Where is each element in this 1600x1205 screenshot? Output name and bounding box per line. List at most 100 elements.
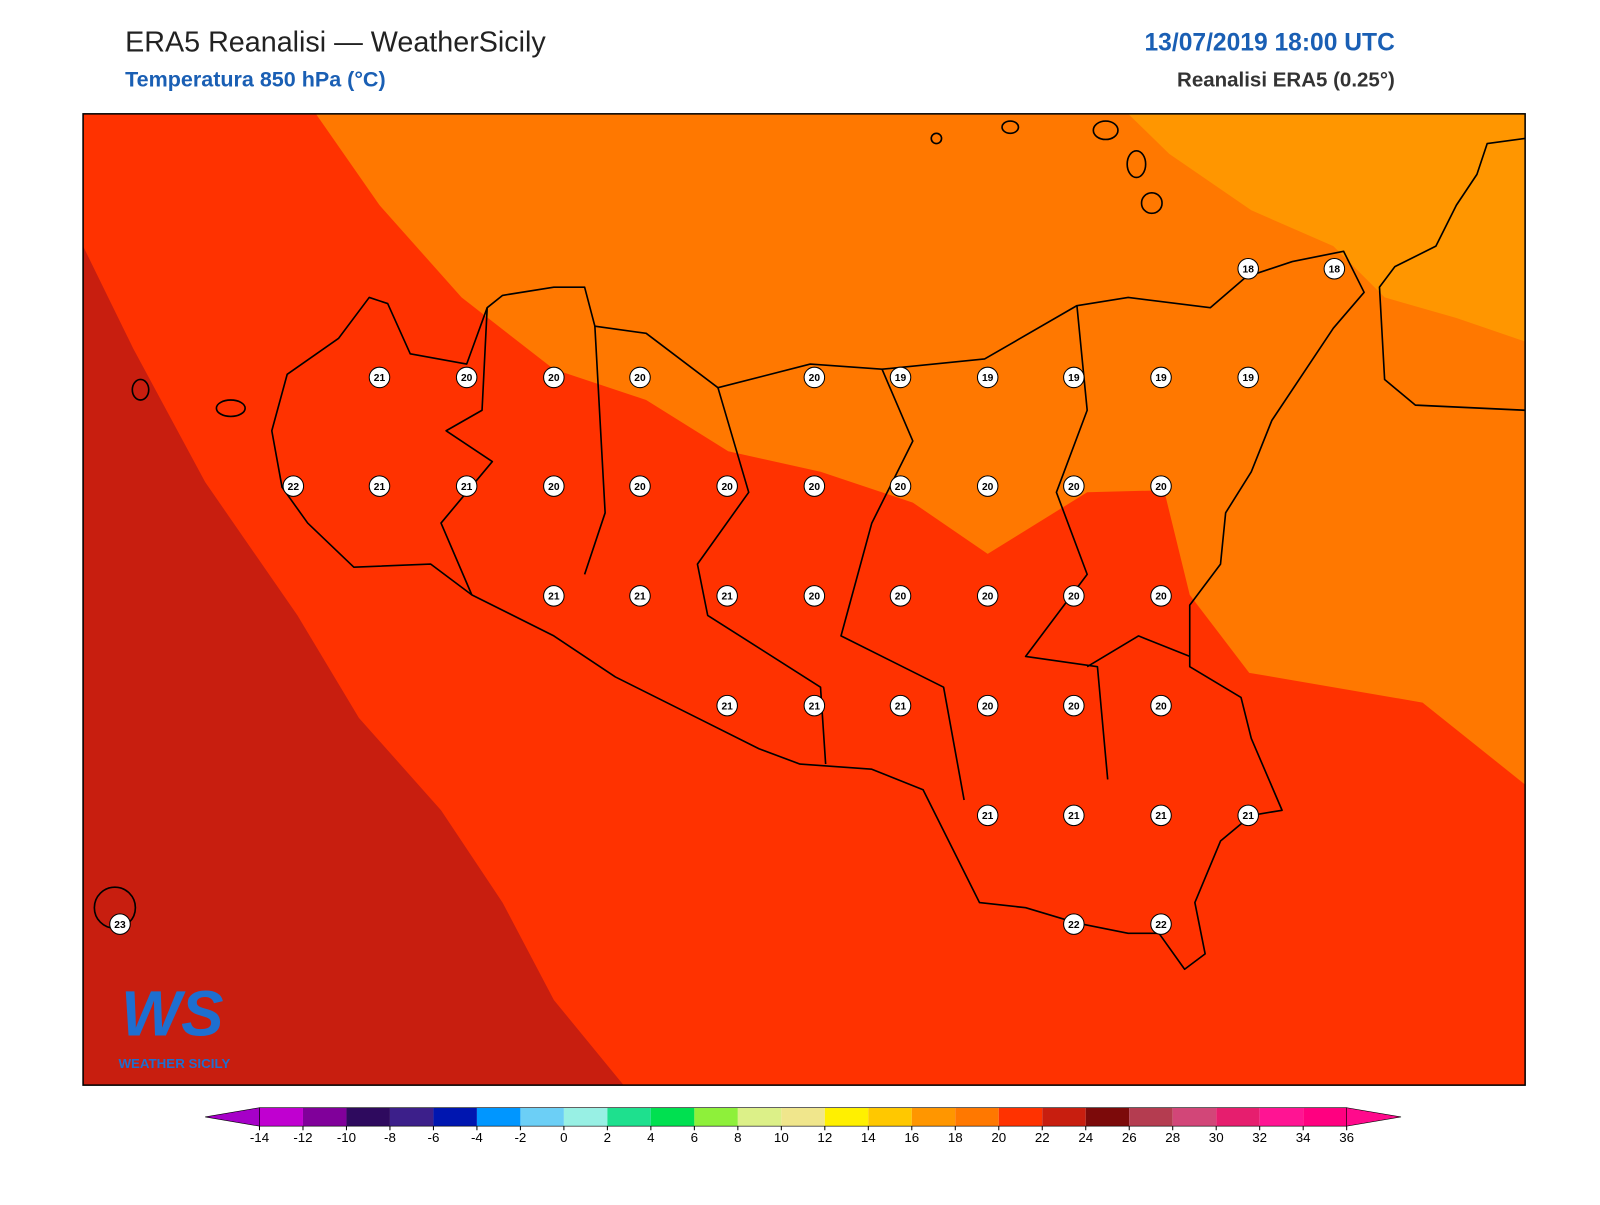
station-marker [803,366,826,389]
colorbar-tick-label: 8 [734,1130,741,1145]
station-marker [1063,694,1085,717]
station-marker [803,694,826,717]
station-marker [629,585,651,607]
station-value: 23 [114,920,126,931]
station-value: 21 [548,592,560,603]
colorbar-segment [650,1107,695,1127]
station-marker [455,366,478,389]
station-value: 21 [895,701,907,712]
title: ERA5 Reanalisi — WeatherSicily [125,27,546,59]
station-marker [976,366,999,389]
station-value: 19 [895,373,907,384]
island [1001,120,1020,135]
station-value: 19 [1068,373,1080,384]
colorbar-tick-label: 28 [1165,1130,1180,1145]
station-marker [629,475,651,497]
station-value: 20 [1068,482,1080,493]
station-marker [803,585,826,607]
station-value: 20 [982,592,994,603]
colorbar-segment [520,1107,564,1127]
station-value: 21 [1243,811,1255,822]
station-marker [716,585,738,607]
station-marker [1237,804,1259,827]
colorbar-tick-label: 32 [1252,1130,1267,1145]
logo-mark: WS [121,978,223,1049]
station-marker [1150,694,1172,717]
station-marker [1150,804,1172,827]
source: Reanalisi ERA5 (0.25°) [1177,68,1395,91]
colorbar-over [1346,1107,1402,1127]
colorbar-tick-label: 10 [774,1130,789,1145]
station-marker [543,366,565,389]
colorbar-tick-label: -10 [337,1130,356,1145]
colorbar-tick-label: -4 [471,1130,483,1145]
station-value: 21 [721,592,733,603]
map: WS WEATHER SICILY [82,113,1526,1086]
colorbar-segment [781,1107,825,1127]
station-value: 18 [1329,264,1341,275]
colorbar-tick-label: 18 [948,1130,963,1145]
colorbar-segment [389,1107,434,1127]
island [1140,192,1163,215]
station-value: 20 [634,482,646,493]
station-value: 20 [1068,592,1080,603]
colorbar-segment [259,1107,303,1127]
station-marker [716,475,738,497]
station-value: 20 [982,482,994,493]
colorbar-tick-label: 36 [1339,1130,1354,1145]
station-marker [803,475,826,497]
colorbar-segment [694,1107,738,1127]
station-marker [543,585,565,607]
colorbar-segment [824,1107,869,1127]
station-marker [1063,366,1085,389]
station-marker [109,913,131,935]
colorbar-tick-label: 2 [604,1130,611,1145]
colorbar-segment [346,1107,390,1127]
coastline [1378,137,1526,412]
colorbar-tick-label: -14 [250,1130,270,1145]
station-marker [282,475,305,497]
station-marker [889,366,912,389]
station-value: 20 [982,701,994,712]
colorbar-segment [1259,1107,1304,1127]
station-marker [455,475,478,497]
station-marker [889,585,912,607]
station-value: 20 [1155,592,1167,603]
station-value: 22 [1068,920,1080,931]
colorbar-tick-label: 16 [904,1130,919,1145]
station-marker [629,366,651,389]
colorbar-tick-label: 0 [560,1130,567,1145]
colorbar-segment [737,1107,782,1127]
station-marker [1063,804,1085,827]
station-value: 20 [809,592,821,603]
station-value: 21 [721,701,733,712]
station-value: 21 [461,482,473,493]
colorbar-segment [1085,1107,1130,1127]
station-value: 22 [288,482,300,493]
colorbar-tick-label: -2 [514,1130,526,1145]
station-marker [976,694,999,717]
colorbar-tick-label: 30 [1209,1130,1224,1145]
temp-field [83,246,624,1086]
colorbar-tick-label: -6 [428,1130,440,1145]
colorbar-tick-label: 12 [817,1130,832,1145]
colorbar-tick-label: 34 [1296,1130,1311,1145]
station-value: 20 [809,482,821,493]
colorbar-tick-label: 26 [1122,1130,1137,1145]
colorbar-tick-label: -12 [293,1130,312,1145]
map-frame [82,113,1526,1086]
station-marker [1150,585,1172,607]
colorbar-segment [1129,1107,1173,1127]
colorbar: -14 -12 -10 -8 -6 -4 -2 0 2 4 6 8 10 12 14 16 18 20 22 24 26… [205,1107,1402,1145]
colorbar-tick-label: -8 [384,1130,396,1145]
station-marker [543,475,565,497]
logo-text: WEATHER SICILY [118,1056,230,1071]
station-value: 20 [895,482,907,493]
island [131,378,150,401]
colorbar-segment [1216,1107,1260,1127]
station-marker [1237,257,1259,280]
colorbar-tick-label: 24 [1078,1130,1093,1145]
station-value: 21 [1068,811,1080,822]
